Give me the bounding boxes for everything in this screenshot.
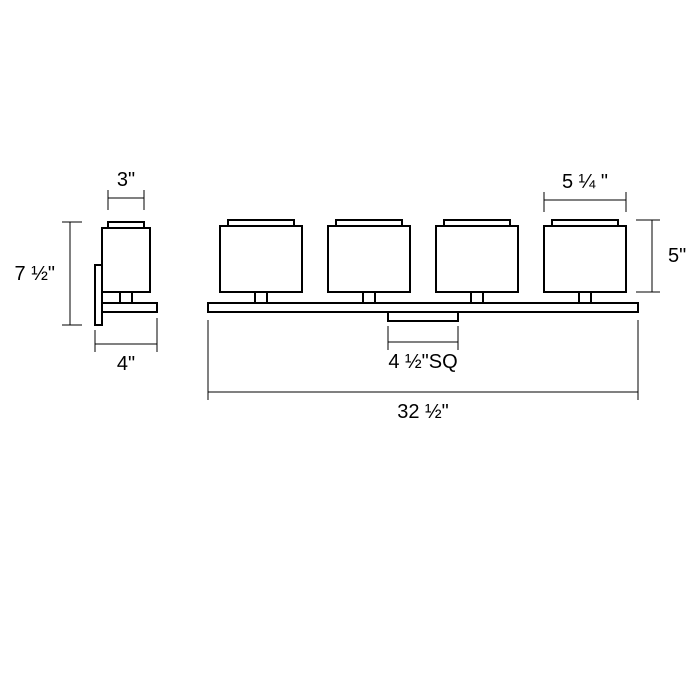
dim-5-25in-label: 5 ¼ " — [562, 171, 608, 193]
dim-3in-label: 3" — [117, 169, 135, 191]
front-view — [208, 220, 638, 321]
dim-3in: 3" — [108, 169, 144, 210]
dim-5in-label: 5" — [668, 245, 686, 267]
dim-4in-label: 4" — [117, 353, 135, 375]
dim-4in: 4" — [95, 318, 157, 375]
dim-7-5in-label: 7 ½" — [15, 263, 55, 285]
side-view — [95, 222, 157, 325]
dim-4-5sq: 4 ½"SQ — [388, 326, 458, 373]
shade-1 — [220, 220, 302, 303]
shade-2 — [328, 220, 410, 303]
dim-32-5in-label: 32 ½" — [397, 401, 449, 423]
shade-3 — [436, 220, 518, 303]
dim-5in: 5" — [636, 220, 686, 292]
dim-7-5in: 7 ½" — [15, 222, 82, 325]
dim-4-5sq-label: 4 ½"SQ — [388, 351, 457, 373]
dimension-drawing: 3" 7 ½" 4" — [0, 0, 700, 700]
dim-5-25in: 5 ¼ " — [544, 171, 626, 212]
shade-4 — [544, 220, 626, 303]
